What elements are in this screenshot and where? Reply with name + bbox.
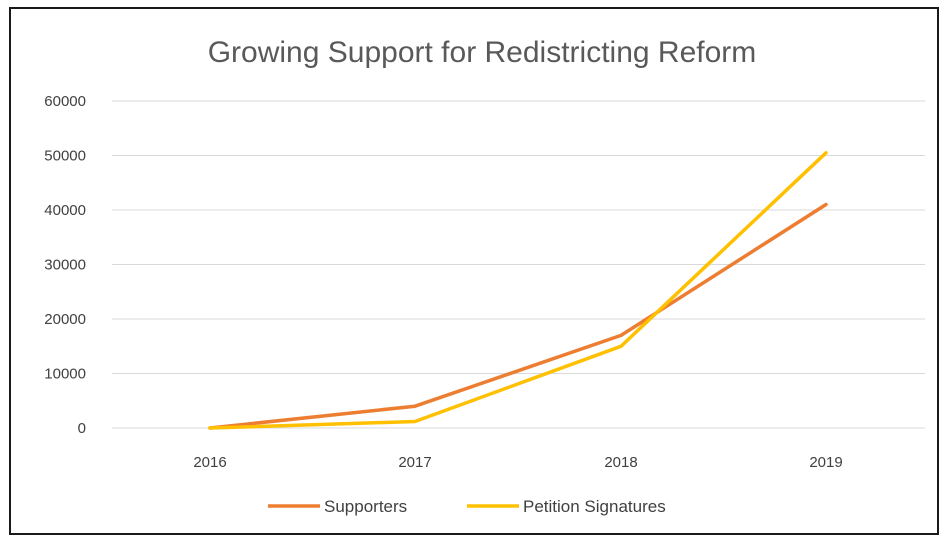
y-tick-label: 60000 (44, 93, 86, 110)
y-tick-label: 10000 (44, 366, 86, 383)
y-tick-label: 20000 (44, 311, 86, 328)
series-lines (208, 151, 828, 430)
legend: Supporters Petition Signatures (268, 497, 666, 516)
chart-title: Growing Support for Redistricting Reform (208, 36, 757, 69)
chart-frame (9, 7, 939, 535)
y-tick-label: 40000 (44, 202, 86, 219)
x-tick-label: 2016 (193, 454, 226, 471)
series-line-1 (208, 151, 828, 430)
y-axis-tick-labels: 0 10000 20000 30000 40000 50000 60000 (44, 93, 86, 437)
y-tick-label: 0 (78, 420, 86, 437)
x-axis-tick-labels: 2016 2017 2018 2019 (193, 454, 842, 471)
legend-label: Supporters (324, 497, 407, 516)
x-tick-label: 2018 (604, 454, 637, 471)
y-tick-label: 50000 (44, 148, 86, 165)
gridlines (112, 100, 925, 429)
x-tick-label: 2017 (398, 454, 431, 471)
legend-label: Petition Signatures (523, 497, 666, 516)
series-line-0 (208, 202, 828, 430)
y-tick-label: 30000 (44, 257, 86, 274)
x-tick-label: 2019 (809, 454, 842, 471)
